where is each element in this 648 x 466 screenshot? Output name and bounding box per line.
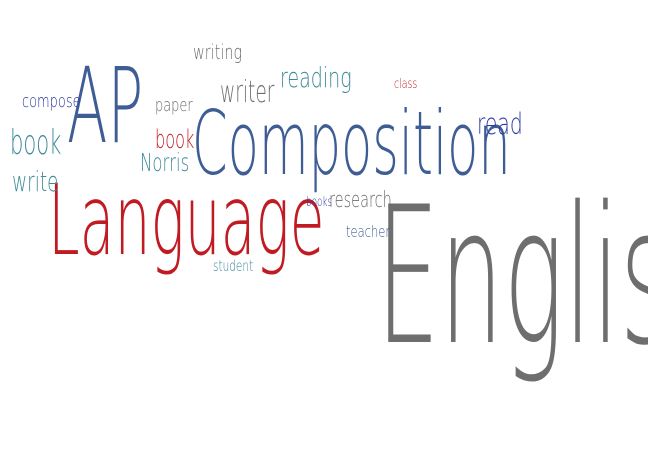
word-composition: Composition bbox=[192, 92, 511, 195]
word-norris: Norris bbox=[140, 148, 190, 177]
word-compose: compose bbox=[22, 91, 81, 112]
word-writing: writing bbox=[193, 40, 243, 64]
word-language: Language bbox=[48, 164, 325, 278]
word-write: write bbox=[12, 165, 59, 198]
word-class: class bbox=[394, 77, 418, 92]
word-read: read bbox=[477, 107, 523, 141]
word-ap: AP bbox=[67, 45, 144, 167]
word-teacher: teacher bbox=[346, 222, 391, 241]
word-student: student bbox=[213, 257, 254, 275]
word-books: books bbox=[306, 195, 333, 210]
word-writer: writer bbox=[220, 75, 275, 110]
word-book-left: book bbox=[10, 123, 62, 163]
word-research: research bbox=[329, 188, 392, 213]
word-paper: paper bbox=[155, 95, 193, 116]
word-reading: reading bbox=[280, 61, 352, 94]
word-book-mid: book bbox=[155, 125, 195, 155]
word-english: English bbox=[376, 166, 648, 387]
